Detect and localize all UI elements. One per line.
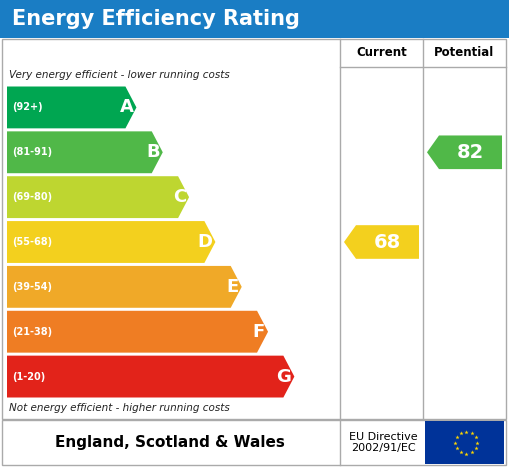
- Text: England, Scotland & Wales: England, Scotland & Wales: [55, 435, 285, 450]
- Polygon shape: [7, 266, 242, 308]
- Text: Energy Efficiency Rating: Energy Efficiency Rating: [12, 9, 300, 29]
- Text: C: C: [173, 188, 186, 206]
- Text: EU Directive: EU Directive: [349, 432, 418, 443]
- Text: (81-91): (81-91): [12, 147, 52, 157]
- Polygon shape: [7, 86, 136, 128]
- Text: Current: Current: [356, 47, 407, 59]
- Text: G: G: [276, 368, 291, 386]
- Bar: [425, 421, 504, 464]
- Text: (92+): (92+): [12, 102, 43, 113]
- Polygon shape: [7, 311, 268, 353]
- Text: (21-38): (21-38): [12, 327, 52, 337]
- Bar: [2, 420, 506, 465]
- Text: Not energy efficient - higher running costs: Not energy efficient - higher running co…: [9, 403, 230, 413]
- Text: (55-68): (55-68): [12, 237, 52, 247]
- Text: (69-80): (69-80): [12, 192, 52, 202]
- Text: 82: 82: [457, 143, 484, 162]
- Polygon shape: [7, 356, 294, 397]
- Text: E: E: [227, 278, 239, 296]
- Polygon shape: [7, 221, 215, 263]
- Polygon shape: [7, 131, 163, 173]
- Text: B: B: [146, 143, 160, 161]
- Bar: [0, 0, 509, 38]
- Polygon shape: [7, 176, 189, 218]
- Text: (1-20): (1-20): [12, 372, 45, 382]
- Text: F: F: [253, 323, 265, 341]
- Text: Very energy efficient - lower running costs: Very energy efficient - lower running co…: [9, 70, 230, 80]
- Polygon shape: [427, 135, 502, 169]
- Text: A: A: [120, 99, 133, 116]
- Polygon shape: [344, 225, 419, 259]
- Text: (39-54): (39-54): [12, 282, 52, 292]
- Text: D: D: [197, 233, 212, 251]
- Text: 2002/91/EC: 2002/91/EC: [351, 443, 416, 453]
- Bar: [2, 39, 506, 419]
- Text: Potential: Potential: [434, 47, 495, 59]
- Text: 68: 68: [374, 233, 401, 252]
